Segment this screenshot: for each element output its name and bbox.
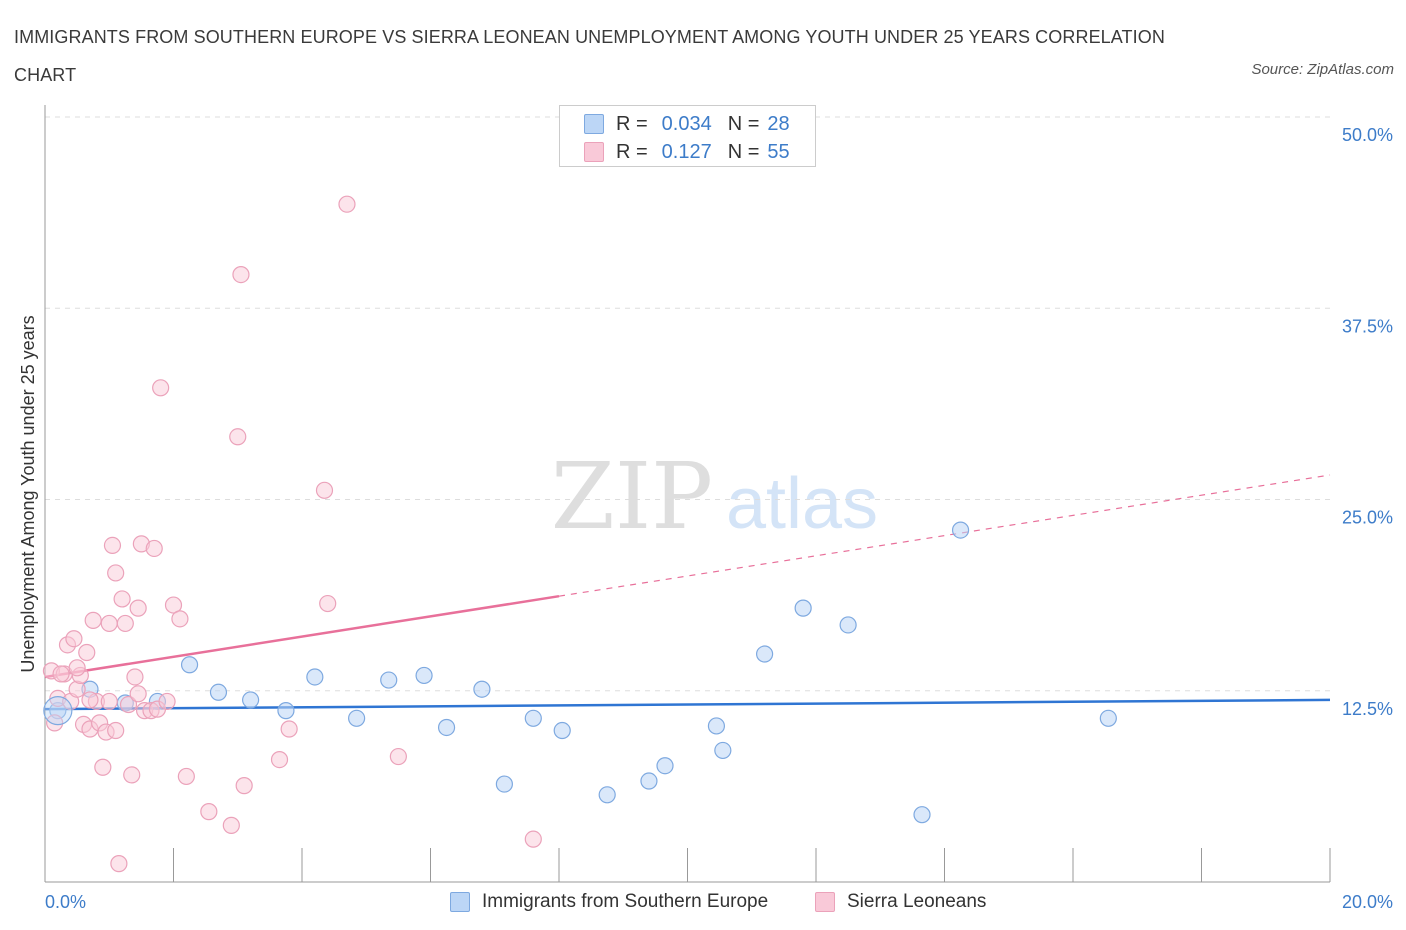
data-point-sierra-leonean [113, 590, 131, 608]
data-point-sierra-leonean [270, 750, 289, 769]
data-point-southern-europe [794, 599, 812, 617]
legend-row-sierra-leoneans: R = 0.127 N = 55 [584, 140, 790, 164]
data-point-southern-europe [180, 656, 199, 674]
data-point-sierra-leonean [235, 777, 253, 795]
x-tick-label: 0.0% [45, 892, 86, 912]
data-point-sierra-leonean [110, 855, 128, 873]
data-point-southern-europe [951, 521, 970, 539]
data-point-southern-europe [913, 806, 931, 824]
data-point-sierra-leonean [123, 766, 141, 784]
data-point-sierra-leonean [338, 195, 356, 213]
data-point-sierra-leonean [100, 692, 118, 711]
data-point-sierra-leonean [171, 610, 189, 628]
source-label: Source: ZipAtlas.com [1251, 61, 1394, 78]
correlation-legend: R = 0.034 N = 28 R = 0.127 N = 55 [559, 105, 816, 167]
data-point-sierra-leonean [65, 630, 83, 648]
data-point-southern-europe [380, 671, 398, 689]
trend-line-sierra-leonean-projection [558, 474, 1331, 597]
data-point-southern-europe [524, 709, 542, 727]
chart-title: IMMIGRANTS FROM SOUTHERN EUROPE VS SIERR… [14, 27, 1165, 85]
data-point-sierra-leonean [229, 428, 247, 446]
legend-row-southern-europe: R = 0.034 N = 28 [584, 112, 790, 136]
data-point-sierra-leonean [319, 594, 337, 613]
watermark: ZIP atlas [551, 443, 878, 550]
legend-swatch-blue [584, 114, 604, 134]
legend-n-label: N = [727, 112, 760, 135]
data-point-southern-europe [277, 702, 295, 720]
data-point-sierra-leonean [200, 803, 218, 821]
data-point-southern-europe [598, 786, 616, 804]
data-point-sierra-leonean [107, 564, 125, 582]
legend-item-southern-europe: Immigrants from Southern Europe [450, 889, 768, 915]
data-point-sierra-leonean [78, 643, 96, 662]
legend-n-value: 28 [767, 112, 790, 135]
data-point-sierra-leonean [145, 539, 163, 558]
data-point-sierra-leonean [129, 685, 147, 703]
data-point-sierra-leonean [68, 659, 86, 677]
data-point-sierra-leonean [524, 830, 542, 848]
y-tick-label: 37.5% [1342, 316, 1393, 336]
y-tick-label: 12.5% [1342, 699, 1393, 719]
bottom-legend-swatch-blue [450, 892, 470, 912]
y-axis-label: Unemployment Among Youth under 25 years [18, 315, 38, 672]
y-tick-label: 25.0% [1342, 508, 1393, 528]
data-point-sierra-leonean [389, 747, 407, 766]
data-point-sierra-leonean [315, 481, 334, 499]
data-point-southern-europe [640, 772, 658, 790]
data-point-sierra-leonean [103, 536, 122, 555]
data-point-southern-europe [209, 683, 228, 701]
legend-label-sierra-leoneans: Sierra Leoneans [847, 891, 987, 912]
data-point-southern-europe [473, 680, 491, 698]
data-point-southern-europe [242, 691, 260, 709]
data-point-sierra-leonean [94, 758, 112, 776]
data-point-southern-europe [348, 709, 366, 727]
data-point-southern-europe [553, 721, 571, 740]
watermark-atlas: atlas [726, 464, 878, 544]
legend-item-sierra-leoneans: Sierra Leoneans [815, 889, 986, 915]
trend-line-sierra-leonean [44, 594, 560, 679]
data-point-sierra-leonean [222, 816, 240, 834]
data-point-sierra-leonean [126, 668, 144, 686]
y-tick-label: 50.0% [1342, 125, 1393, 145]
trend-line-southern-europe [44, 698, 1331, 711]
data-point-sierra-leonean [81, 691, 99, 709]
legend-r-label: R = [616, 112, 648, 135]
data-point-sierra-leonean [129, 599, 147, 617]
legend-r-value: 0.127 [661, 140, 712, 163]
data-point-southern-europe [656, 757, 674, 775]
data-point-southern-europe [437, 718, 456, 737]
data-point-sierra-leonean [232, 265, 250, 284]
data-point-sierra-leonean [164, 596, 183, 614]
data-point-sierra-leonean [100, 614, 118, 633]
data-point-sierra-leonean [280, 720, 298, 738]
data-point-southern-europe [306, 668, 324, 686]
bottom-legend-swatch-pink [815, 892, 835, 912]
data-point-sierra-leonean [107, 721, 125, 740]
data-point-sierra-leonean [116, 614, 134, 633]
data-point-southern-europe [415, 666, 433, 685]
data-point-sierra-leonean [152, 379, 170, 397]
data-point-sierra-leonean [84, 611, 102, 629]
legend-n-label: N = [727, 140, 760, 163]
legend-n-value: 55 [767, 140, 790, 163]
data-point-southern-europe [755, 645, 774, 663]
data-point-southern-europe [839, 616, 857, 634]
watermark-zip: ZIP [551, 443, 713, 550]
legend-r-label: R = [616, 140, 648, 163]
data-point-southern-europe [1099, 709, 1117, 727]
data-point-sierra-leonean [52, 665, 70, 683]
data-point-southern-europe [43, 696, 73, 726]
data-point-southern-europe [714, 741, 732, 760]
data-point-sierra-leonean [119, 695, 138, 714]
legend-swatch-pink [584, 142, 604, 162]
data-point-southern-europe [707, 717, 726, 735]
data-point-southern-europe [495, 775, 513, 793]
data-point-sierra-leonean [158, 692, 176, 711]
legend-label-southern-europe: Immigrants from Southern Europe [482, 891, 769, 912]
data-point-sierra-leonean [177, 767, 195, 786]
legend-r-value: 0.034 [661, 112, 712, 135]
data-point-sierra-leonean [46, 714, 64, 732]
x-tick-label: 20.0% [1342, 892, 1393, 912]
